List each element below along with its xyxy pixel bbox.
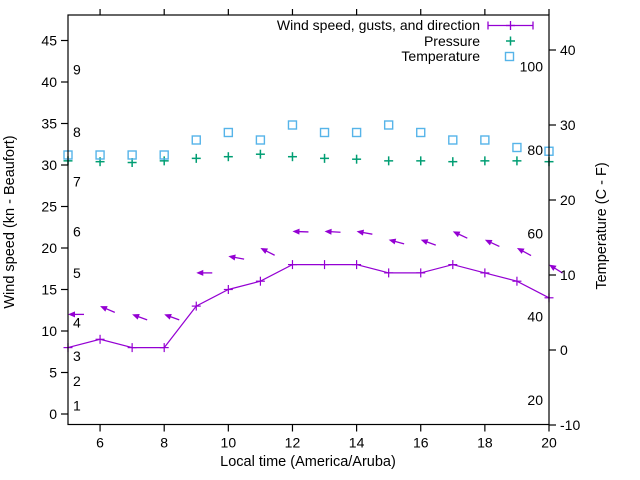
beaufort-scale-labels: 1 2 3 4 5 6 7 8 9 [73, 62, 81, 414]
wind-axis-ticks: 0 5 10 15 20 25 30 35 40 45 [41, 33, 68, 422]
svg-text:80: 80 [527, 142, 543, 158]
svg-text:4: 4 [73, 315, 81, 331]
svg-text:100: 100 [520, 59, 544, 75]
plot-border [67, 14, 550, 426]
svg-text:25: 25 [41, 199, 57, 215]
svg-text:3: 3 [73, 348, 81, 364]
svg-text:14: 14 [349, 435, 365, 451]
svg-text:5: 5 [49, 365, 57, 381]
svg-text:20: 20 [41, 240, 57, 256]
svg-text:10: 10 [41, 323, 57, 339]
svg-text:0: 0 [560, 342, 568, 358]
legend-label-temperature: Temperature [401, 48, 480, 64]
pressure-markers [63, 149, 554, 168]
svg-text:40: 40 [527, 309, 543, 325]
legend-label-wind: Wind speed, gusts, and direction [277, 17, 480, 33]
svg-text:6: 6 [73, 223, 81, 239]
temperature-axis-ticks: -10 0 10 20 30 40 [549, 42, 580, 433]
svg-text:12: 12 [285, 435, 301, 451]
svg-text:16: 16 [413, 435, 429, 451]
svg-text:5: 5 [73, 265, 81, 281]
svg-text:30: 30 [41, 157, 57, 173]
legend-samples [487, 21, 534, 62]
x-axis-ticks: 6 8 10 12 14 16 18 20 [96, 9, 557, 451]
svg-text:35: 35 [41, 116, 57, 132]
temperature-markers [63, 120, 554, 160]
svg-text:2: 2 [73, 373, 81, 389]
svg-text:15: 15 [41, 282, 57, 298]
svg-text:8: 8 [73, 124, 81, 140]
svg-text:18: 18 [477, 435, 493, 451]
wind-speed-markers [63, 260, 554, 353]
svg-text:10: 10 [221, 435, 237, 451]
svg-text:6: 6 [96, 435, 104, 451]
svg-text:10: 10 [560, 267, 576, 283]
svg-text:30: 30 [560, 117, 576, 133]
svg-text:60: 60 [527, 225, 543, 241]
svg-text:7: 7 [73, 174, 81, 190]
y-axis-title-right: Temperature (C - F) [594, 162, 610, 289]
svg-text:20: 20 [527, 392, 543, 408]
wind-speed-line [67, 263, 550, 349]
y-axis-title-left: Wind speed (kn - Beaufort) [2, 135, 18, 308]
svg-text:20: 20 [560, 192, 576, 208]
svg-text:-10: -10 [560, 417, 580, 433]
svg-text:0: 0 [49, 406, 57, 422]
svg-text:40: 40 [41, 74, 57, 90]
legend-label-pressure: Pressure [424, 33, 480, 49]
gust-direction-arrows [68, 228, 563, 321]
svg-text:20: 20 [541, 435, 557, 451]
svg-text:45: 45 [41, 33, 57, 49]
svg-text:8: 8 [160, 435, 168, 451]
fahrenheit-scale-labels: 20 40 60 80 100 [520, 59, 544, 408]
svg-text:9: 9 [73, 62, 81, 78]
x-axis-title: Local time (America/Aruba) [220, 454, 396, 470]
svg-text:1: 1 [73, 398, 81, 414]
svg-text:40: 40 [560, 42, 576, 58]
